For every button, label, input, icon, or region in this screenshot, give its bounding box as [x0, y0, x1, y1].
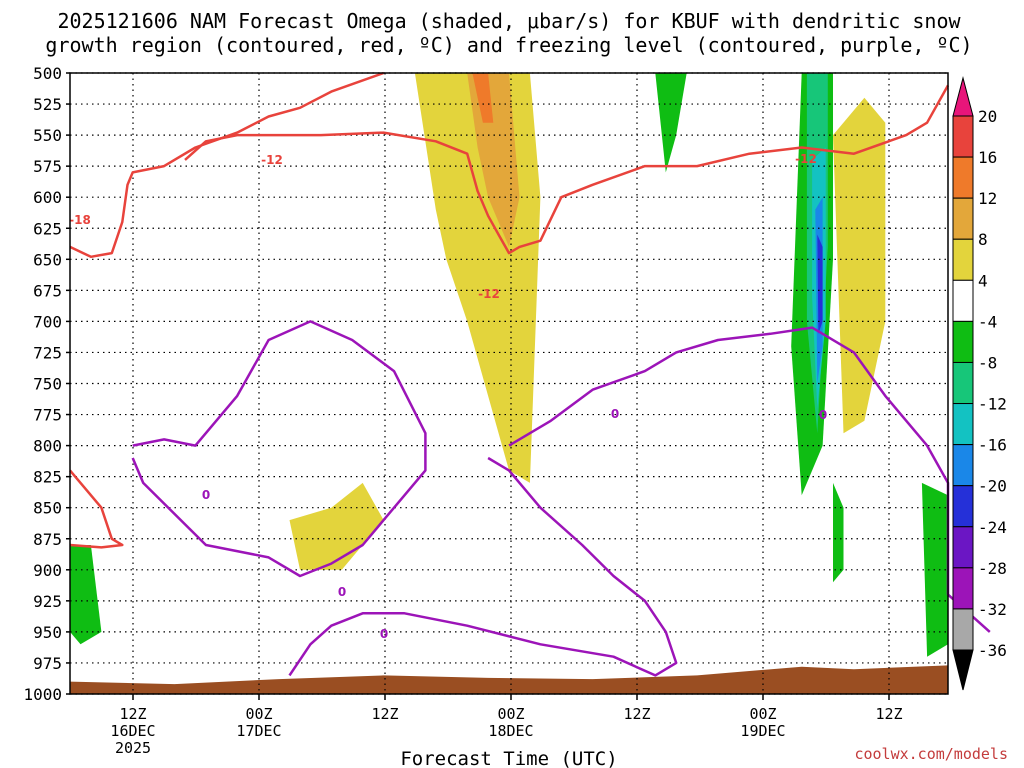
colorbar-label--8: -8 — [978, 353, 997, 372]
colorbar-swatch-10 — [952, 526, 974, 569]
y-tick-label-525: 525 — [33, 95, 62, 114]
colorbar-swatch-5 — [952, 320, 974, 363]
colorbar-label--24: -24 — [978, 518, 1007, 537]
chart-title-line-1: 2025121606 NAM Forecast Omega (shaded, μ… — [57, 9, 961, 33]
colorbar-swatch-9 — [952, 485, 974, 528]
contour-label-dgz-minus12-a: -12 — [261, 153, 283, 167]
chart-title-line-2: growth region (contoured, red, ºC) and f… — [45, 33, 972, 57]
colorbar-label--28: -28 — [978, 559, 1007, 578]
colorbar-swatch-2 — [952, 197, 974, 240]
x-tick-time-6: 12Z — [875, 705, 902, 723]
y-tick-label-875: 875 — [33, 530, 62, 549]
contour-freezing_level_0C — [131, 320, 427, 578]
terrain-fill — [70, 665, 948, 694]
x-tick-date-1: 17DEC — [236, 722, 281, 740]
omega-region-5 — [655, 73, 687, 173]
y-tick-label-925: 925 — [33, 592, 62, 611]
contour-dgz_-18C_lower — [69, 469, 124, 549]
colorbar-label-12: 12 — [978, 189, 997, 208]
contour-label-fz-0-d: 0 — [611, 407, 619, 421]
colorbar-swatch-7 — [952, 403, 974, 446]
y-tick-label-850: 850 — [33, 499, 62, 518]
omega-region-1 — [467, 73, 520, 247]
y-tick-label-825: 825 — [33, 468, 62, 487]
y-tick-label-550: 550 — [33, 126, 62, 145]
y-tick-label-975: 975 — [33, 654, 62, 673]
contour-label-fz-0-e: 0 — [819, 408, 827, 422]
y-tick-label-575: 575 — [33, 157, 62, 176]
y-tick-label-800: 800 — [33, 437, 62, 456]
terrain-polygon — [70, 665, 948, 694]
y-tick-label-600: 600 — [33, 188, 62, 207]
omega-region-4 — [70, 545, 102, 645]
y-tick-label-725: 725 — [33, 343, 62, 362]
contour-dgz_-12C — [184, 84, 950, 255]
contour-label-fz-0-a: 0 — [202, 488, 210, 502]
contour-label-fz-0-b: 0 — [338, 585, 346, 599]
y-tick-label-1000: 1000 — [23, 685, 62, 704]
y-axis: 500 525 550 575 600 625 650 675 700 725 750 775 800 8… — [23, 64, 70, 704]
y-tick-label-700: 700 — [33, 312, 62, 331]
colorbar-label-8: 8 — [978, 230, 988, 249]
colorbar-top-arrow — [952, 76, 974, 117]
y-tick-label-500: 500 — [33, 64, 62, 83]
colorbar-label--12: -12 — [978, 395, 1007, 414]
y-tick-label-750: 750 — [33, 375, 62, 394]
x-tick-time-0: 12Z — [119, 705, 146, 723]
y-tick-label-675: 675 — [33, 281, 62, 300]
colorbar-label--20: -20 — [978, 477, 1007, 496]
colorbar-swatch-0 — [952, 115, 974, 158]
x-tick-date-5: 19DEC — [740, 722, 785, 740]
colorbar-label--32: -32 — [978, 600, 1007, 619]
colorbar-label-20: 20 — [978, 107, 997, 126]
colorbar-label-4: 4 — [978, 271, 988, 290]
y-tick-label-650: 650 — [33, 250, 62, 269]
colorbar-swatch-4 — [952, 279, 974, 322]
omega-region-3 — [289, 482, 384, 570]
colorbar-swatch-11 — [952, 567, 974, 610]
colorbar-bottom-arrow — [952, 649, 974, 691]
contour-label-dgz-minus18: -18 — [69, 213, 91, 227]
x-tick-date-0: 16DEC — [110, 722, 155, 740]
colorbar-label--16: -16 — [978, 436, 1007, 455]
y-tick-label-625: 625 — [33, 219, 62, 238]
colorbar-swatch-6 — [952, 361, 974, 405]
colorbar-swatch-3 — [952, 238, 974, 281]
x-tick-time-4: 12Z — [623, 705, 650, 723]
contour-lines — [69, 71, 991, 677]
contour-dgz_-18C_upper — [69, 71, 385, 259]
x-axis-label: Forecast Time (UTC) — [400, 748, 617, 768]
contour-label-fz-0-c: 0 — [380, 627, 388, 641]
contour-label-dgz-minus12-b: -12 — [478, 287, 500, 301]
x-tick-date-3: 18DEC — [488, 722, 533, 740]
x-tick-time-3: 00Z — [497, 705, 524, 723]
y-tick-label-775: 775 — [33, 406, 62, 425]
contour-labels: -18 -12 -12 -12 0 0 0 0 0 — [69, 152, 827, 641]
contour-label-dgz-minus12-c: -12 — [795, 152, 817, 166]
y-tick-label-950: 950 — [33, 623, 62, 642]
y-tick-label-900: 900 — [33, 561, 62, 580]
x-tick-year-0: 2025 — [115, 739, 151, 757]
contour-freezing_level_0C_c — [508, 326, 991, 633]
colorbar-label--4: -4 — [978, 312, 997, 331]
colorbar: 20 16 12 8 4 -4 -8 -12 -16 -20 -24 -28 -32 -36 — [952, 76, 1007, 691]
x-tick-time-5: 00Z — [749, 705, 776, 723]
colorbar-swatch-1 — [952, 156, 974, 199]
colorbar-label--36: -36 — [978, 641, 1007, 660]
omega-region-2 — [472, 73, 494, 123]
x-tick-time-1: 00Z — [245, 705, 272, 723]
colorbar-swatch-8 — [952, 444, 974, 487]
credit-text: coolwx.com/models — [854, 745, 1008, 763]
colorbar-label-16: 16 — [978, 148, 997, 167]
contour-freezing_level_0C_b — [288, 456, 678, 677]
x-tick-time-2: 12Z — [371, 705, 398, 723]
omega-region-11 — [833, 97, 886, 434]
colorbar-swatch-12 — [952, 608, 974, 651]
